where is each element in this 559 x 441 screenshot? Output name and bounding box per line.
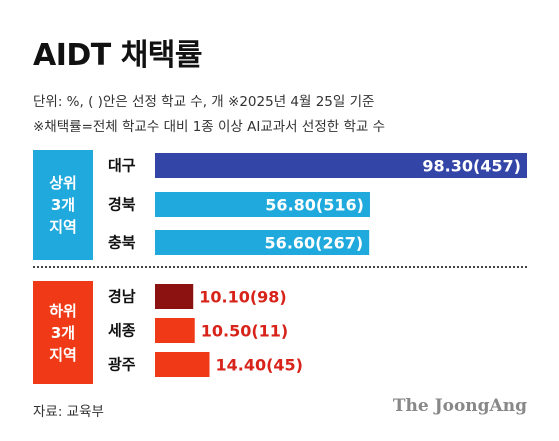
category-label: 경북 — [108, 196, 136, 214]
unit-note: 단위: %, ( )안은 선정 학교 수, 개 ※2025년 4월 25일 기준 — [33, 94, 375, 110]
group-label-bottom: 하위 3개 지역 — [33, 281, 93, 384]
value-label: 98.30(457) — [422, 157, 521, 176]
bar — [155, 192, 370, 217]
group-label-bottom-line3: 지역 — [49, 345, 77, 364]
group-label-top-line3: 지역 — [49, 218, 77, 236]
publisher-logo: The JoongAng — [392, 396, 527, 416]
group-divider — [33, 266, 527, 268]
bar — [155, 318, 195, 343]
group-label-bottom-line1: 하위 — [49, 301, 77, 320]
value-label: 10.10(98) — [199, 288, 287, 307]
bar — [155, 153, 527, 178]
value-label: 56.60(267) — [265, 234, 364, 253]
group-label-bottom-line2: 3개 — [50, 323, 76, 342]
group-label-top-line2: 3개 — [50, 196, 76, 214]
bar — [155, 230, 370, 255]
chart-title: AIDT 채택률 — [33, 38, 203, 73]
group-label-top-line1: 상위 — [49, 174, 77, 192]
category-label: 대구 — [108, 157, 136, 175]
bar — [155, 352, 210, 377]
category-label: 광주 — [108, 356, 136, 374]
definition-note: ※채택률=전체 학교수 대비 1종 이상 AI교과서 선정한 학교 수 — [33, 119, 385, 135]
category-label: 경남 — [108, 288, 136, 306]
group-label-top: 상위 3개 지역 — [33, 150, 93, 260]
bar — [155, 284, 194, 309]
value-label: 10.50(11) — [201, 322, 289, 341]
source-note: 자료: 교육부 — [33, 404, 104, 420]
value-label: 14.40(45) — [215, 356, 302, 375]
category-label: 충북 — [108, 234, 136, 252]
value-label: 56.80(516) — [265, 196, 364, 215]
category-label: 세종 — [108, 322, 136, 340]
